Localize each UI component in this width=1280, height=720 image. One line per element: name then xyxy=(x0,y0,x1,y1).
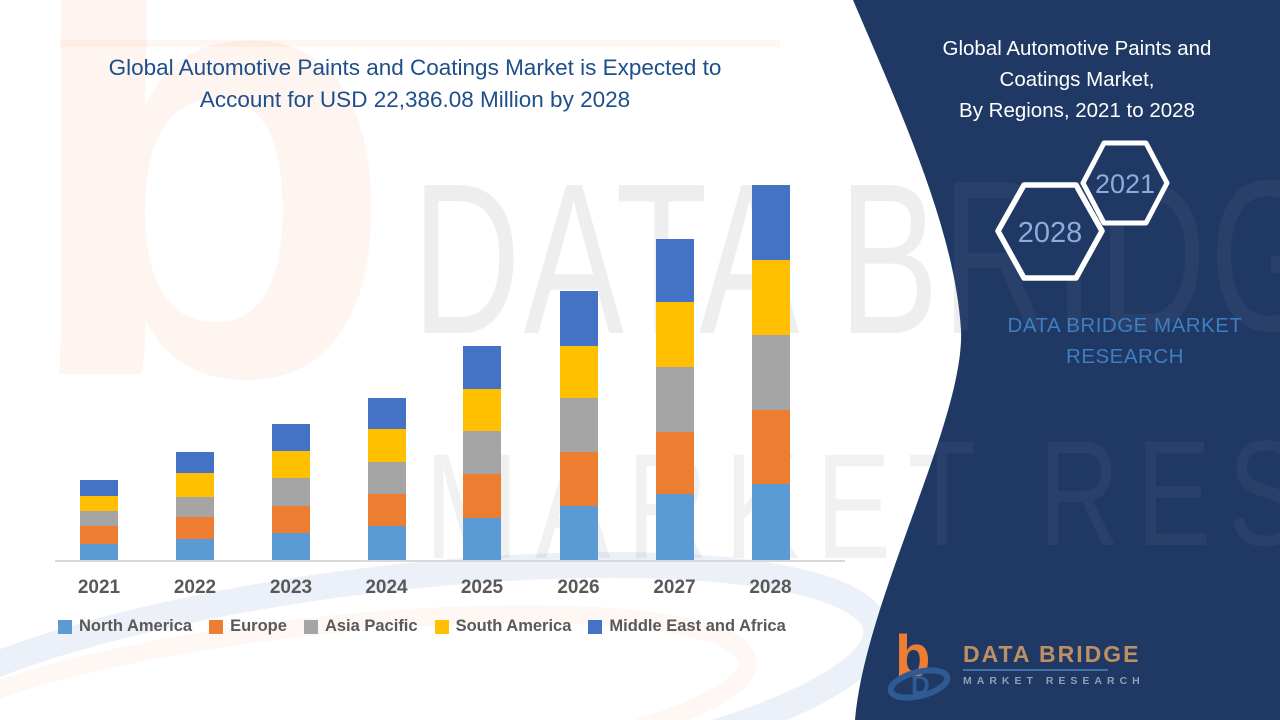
bar-segment-2023-europe xyxy=(272,505,310,533)
bar-segment-2026-asia-pacific xyxy=(559,397,598,453)
svg-text:MARKET RESEARCH: MARKET RESEARCH xyxy=(425,410,1280,577)
legend-swatch-icon xyxy=(303,619,318,634)
bar-segment-2026-middle-east-and-africa xyxy=(559,290,598,346)
bar-segment-2027-north-america xyxy=(655,493,694,560)
bar-segment-2023-middle-east-and-africa xyxy=(272,424,310,451)
bar-segment-2027-middle-east-and-africa xyxy=(655,239,694,303)
bar-segment-2027-south-america xyxy=(655,302,694,368)
legend-item-asia-pacific: Asia Pacific xyxy=(303,617,418,636)
bar-segment-2024-europe xyxy=(367,494,406,526)
legend-label: Asia Pacific xyxy=(324,617,418,635)
bar-segment-2022-europe xyxy=(176,516,214,539)
legend-item-middle-east-and-africa: Middle East and Africa xyxy=(588,617,786,636)
legend-label: Middle East and Africa xyxy=(609,617,786,635)
bar-segment-2027-europe xyxy=(655,432,694,494)
hexagon-2021-label: 2021 xyxy=(1095,169,1155,199)
legend-swatch-icon xyxy=(588,619,603,634)
bar-segment-2024-middle-east-and-africa xyxy=(367,397,406,430)
bar-segment-2022-north-america xyxy=(176,538,214,560)
chart-legend: North America Europe Asia Pacific South Ame… xyxy=(58,617,803,636)
bar-segment-2028-north-america xyxy=(751,484,790,560)
hexagon-2028 xyxy=(995,182,1105,281)
bar-segment-2028-asia-pacific xyxy=(751,334,790,410)
bar-segment-2026-south-america xyxy=(559,345,598,398)
bar-segment-2028-south-america xyxy=(751,259,790,335)
bar-segment-2021-south-america xyxy=(80,495,118,511)
bar-segment-2028-europe xyxy=(751,409,790,485)
x-axis-label-2025: 2025 xyxy=(460,577,504,598)
chart-title: Global Automotive Paints and Coatings Ma… xyxy=(30,52,800,116)
legend-swatch-icon xyxy=(209,619,224,634)
x-axis-label-2024: 2024 xyxy=(365,577,408,598)
bar-segment-2023-north-america xyxy=(272,532,310,560)
bar-segment-2021-middle-east-and-africa xyxy=(80,479,118,496)
bar-segment-2025-asia-pacific xyxy=(463,431,501,475)
bar-segment-2021-europe xyxy=(80,525,118,544)
hexagon-2028-label: 2028 xyxy=(1018,217,1083,249)
legend-label: Europe xyxy=(230,617,287,635)
bar-segment-2024-north-america xyxy=(367,525,406,560)
bar-segment-2022-middle-east-and-africa xyxy=(176,452,214,473)
bar-segment-2024-south-america xyxy=(367,429,406,462)
bar-segment-2021-asia-pacific xyxy=(80,510,118,526)
x-axis-label-2023: 2023 xyxy=(269,577,313,598)
legend-swatch-icon xyxy=(434,619,449,634)
bar-segment-2026-north-america xyxy=(559,505,598,560)
x-axis-label-2028: 2028 xyxy=(749,577,792,598)
hexagon-2021 xyxy=(1080,140,1170,226)
bar-segment-2022-south-america xyxy=(176,472,214,497)
bar-segment-2028-middle-east-and-africa xyxy=(751,185,790,260)
bar-segment-2021-north-america xyxy=(80,543,118,560)
bar-segment-2025-middle-east-and-africa xyxy=(463,346,501,390)
legend-label: South America xyxy=(455,617,572,635)
legend-item-north-america: North America xyxy=(58,617,192,636)
bar-segment-2025-europe xyxy=(463,474,501,519)
legend-item-south-america: South America xyxy=(434,617,572,636)
legend-item-europe: Europe xyxy=(209,617,287,636)
legend-label: North America xyxy=(79,617,193,635)
x-axis-label-2027: 2027 xyxy=(653,577,696,598)
legend-swatch-icon xyxy=(58,619,72,634)
x-axis-line xyxy=(55,560,845,562)
bar-segment-2022-asia-pacific xyxy=(176,496,214,517)
x-axis-label-2026: 2026 xyxy=(557,577,600,598)
chart-title-line1: Global Automotive Paints and Coatings Ma… xyxy=(108,55,722,80)
bar-segment-2025-south-america xyxy=(463,389,501,432)
bar-segment-2025-north-america xyxy=(463,518,501,560)
x-axis-label-2022: 2022 xyxy=(173,577,217,598)
side-panel-shape xyxy=(853,0,1280,720)
bar-segment-2023-asia-pacific xyxy=(272,478,310,506)
bar-segment-2027-asia-pacific xyxy=(655,367,694,433)
bar-segment-2024-asia-pacific xyxy=(367,461,406,495)
bar-segment-2023-south-america xyxy=(272,450,310,479)
chart-title-line2: Account for USD 22,386.08 Million by 202… xyxy=(199,87,631,112)
x-axis-label-2021: 2021 xyxy=(77,577,121,598)
bar-segment-2026-europe xyxy=(559,452,598,506)
